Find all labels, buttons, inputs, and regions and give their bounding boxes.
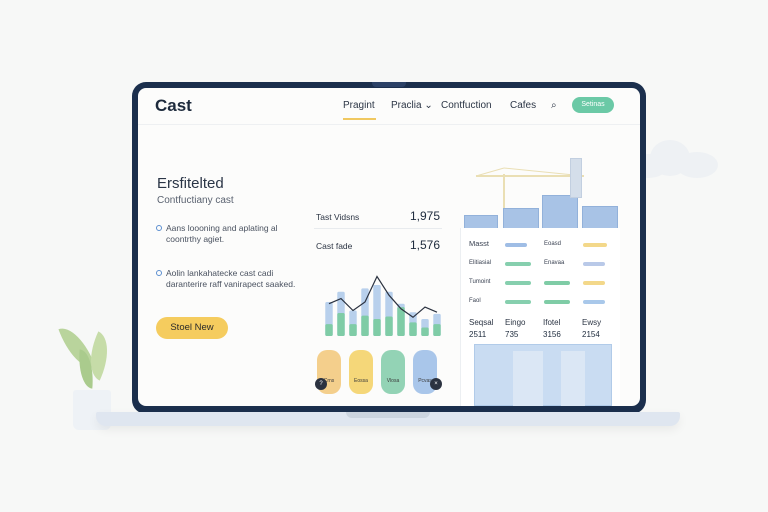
laptop-base	[96, 412, 680, 426]
table-pill	[544, 281, 570, 285]
building-block	[503, 208, 539, 229]
stat-divider	[314, 228, 442, 229]
chart-bar-series-1-6	[385, 316, 393, 336]
table-row-label: Tumoint	[469, 279, 491, 285]
table-pill	[583, 281, 605, 285]
nav-item-pragint[interactable]: Pragint	[343, 100, 375, 111]
stat-label: Tast Vidsns	[316, 212, 360, 222]
card-eossa[interactable]: Eossa	[349, 350, 373, 394]
chart-bar-series-1-9	[421, 327, 429, 336]
footer-label: Ewsy	[582, 318, 602, 327]
chart-bar-series-1-10	[433, 324, 441, 336]
building-illustration	[474, 344, 612, 406]
chart-bar-series-1-2	[337, 313, 345, 336]
table-pill	[583, 300, 605, 304]
card-label: Crns	[323, 378, 335, 384]
table-pill	[544, 300, 570, 304]
building-block	[570, 158, 582, 198]
search-icon[interactable]: ⌕	[551, 100, 557, 111]
table-row-label: Faol	[469, 298, 481, 304]
hero-subtitle: Contfuctiany cast	[157, 195, 234, 206]
card-label: Pcvas	[418, 378, 432, 384]
bullet-icon	[156, 225, 162, 231]
footer-value: 2511	[469, 330, 487, 339]
top-nav: Cast Pragint Praclia ⌄ Contfuction Cafes…	[138, 88, 640, 124]
footer-value: 2154	[582, 330, 600, 339]
table-pill	[505, 300, 531, 304]
chart-bar-series-1-7	[397, 307, 405, 336]
building-block	[582, 206, 618, 229]
brand-logo[interactable]: Cast	[155, 96, 192, 115]
card-vlosa[interactable]: Vlosa	[381, 350, 405, 394]
nav-divider	[138, 124, 640, 125]
table-pill	[583, 243, 607, 247]
footer-value: 3156	[543, 330, 561, 339]
chart-bar-series-1-3	[349, 324, 357, 336]
nav-action-button[interactable]: Setinas	[572, 97, 614, 113]
table-pill	[505, 243, 527, 247]
table-cell: Eoasd	[544, 241, 562, 247]
building-block	[542, 195, 578, 229]
chart-bar-series-1-4	[361, 315, 369, 336]
stat-value: 1,576	[410, 238, 441, 252]
bar-line-chart	[325, 275, 441, 336]
table-cell: Enavaa	[544, 260, 565, 266]
laptop-camera	[372, 82, 406, 87]
footer-label: Ifotel	[543, 318, 561, 327]
chart-trend-line	[328, 275, 438, 319]
chart-bar-series-1-1	[325, 324, 333, 336]
nav-active-indicator	[343, 118, 376, 120]
nav-item-praclia[interactable]: Praclia ⌄	[391, 100, 433, 111]
cta-button[interactable]: Stoel New	[156, 317, 228, 339]
close-icon[interactable]: ×	[430, 378, 442, 390]
footer-value: 735	[505, 330, 519, 339]
table-pill	[583, 262, 605, 266]
nav-item-cafes[interactable]: Cafes	[510, 100, 537, 111]
table-row-label: Elitiasial	[469, 260, 492, 266]
laptop-notch	[346, 412, 430, 418]
cloud-illustration	[628, 140, 720, 180]
table-header-label: Masst	[469, 239, 490, 248]
chart-bar-series-1-8	[409, 322, 417, 336]
bullet-text: Aolin lankahatecke cast cadi daranterire…	[166, 268, 296, 289]
hero-title: Ersfitelted	[157, 175, 224, 192]
table-pill	[505, 262, 531, 266]
stat-label: Cast fade	[316, 241, 353, 251]
chart-bar-series-1-5	[373, 319, 381, 336]
stat-value: 1,975	[410, 209, 441, 223]
building-block	[464, 215, 498, 229]
table-pill	[505, 281, 531, 285]
nav-item-contfuction[interactable]: Contfuction	[441, 100, 492, 111]
help-icon[interactable]: ?	[315, 378, 327, 390]
footer-label: Eingo	[505, 318, 526, 327]
laptop-screen: Cast Pragint Praclia ⌄ Contfuction Cafes…	[138, 88, 640, 406]
bullet-text: Aans loooning and aplating al coontrthy …	[166, 223, 278, 244]
card-crns[interactable]: Crns	[317, 350, 341, 394]
card-label: Vlosa	[386, 378, 400, 384]
card-label: Eossa	[354, 378, 368, 384]
bullet-icon	[156, 270, 162, 276]
footer-label: Seqsal	[469, 318, 494, 327]
